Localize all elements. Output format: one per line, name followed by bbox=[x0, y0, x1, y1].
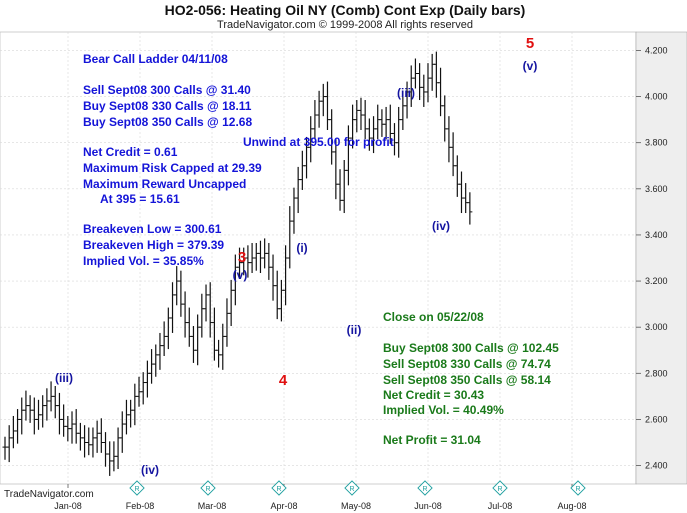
ann-right-0: Close on 05/22/08 bbox=[383, 310, 484, 324]
price-bars bbox=[2, 51, 473, 476]
ann-left-5: Maximum Risk Capped at 29.39 bbox=[83, 161, 262, 175]
y-tick-label: 2.400 bbox=[645, 461, 668, 471]
ann-right-5: Implied Vol. = 40.49% bbox=[383, 403, 504, 417]
plot-area bbox=[0, 31, 637, 485]
ann-left-9: Breakeven High = 379.39 bbox=[83, 238, 224, 252]
footer-brand: TradeNavigator.com bbox=[4, 489, 94, 500]
y-axis-panel bbox=[635, 31, 687, 485]
x-tick-label: Feb-08 bbox=[126, 501, 155, 511]
wave-label: 3 bbox=[238, 249, 246, 266]
y-tick-label: 3.600 bbox=[645, 184, 668, 194]
earnings-marker-icon[interactable]: R bbox=[129, 480, 145, 496]
y-axis-ticks: 2.400 2.600 2.800 3.000 3.200 3.400 3.600 3.800… bbox=[636, 45, 668, 471]
wave-label: (v) bbox=[523, 59, 538, 73]
x-tick-label: Jan-08 bbox=[54, 501, 82, 511]
svg-text:R: R bbox=[276, 486, 281, 493]
left-annotation-block: Bear Call Ladder 04/11/08 Sell Sept08 30… bbox=[83, 52, 262, 268]
y-tick-label: 2.600 bbox=[645, 414, 668, 424]
grid-lines bbox=[0, 32, 636, 484]
earnings-marker-icon[interactable]: R bbox=[271, 480, 287, 496]
x-tick-label: May-08 bbox=[341, 501, 371, 511]
ann-right-4: Net Credit = 30.43 bbox=[383, 388, 484, 402]
ann-right-1: Buy Sept08 300 Calls @ 102.45 bbox=[383, 341, 559, 355]
y-axis-background bbox=[635, 31, 687, 485]
svg-text:R: R bbox=[497, 486, 502, 493]
ann-left-8: Breakeven Low = 300.61 bbox=[83, 222, 222, 236]
wave-label: (iv) bbox=[432, 219, 450, 233]
wave-label: 4 bbox=[279, 372, 288, 389]
wave-label: 5 bbox=[526, 35, 534, 52]
wave-label: (iii) bbox=[397, 86, 415, 100]
ann-left-3: Buy Sept08 350 Calls @ 12.68 bbox=[83, 115, 252, 129]
ann-right-6: Net Profit = 31.04 bbox=[383, 433, 481, 447]
chart-title: HO2-056: Heating Oil NY (Comb) Cont Exp … bbox=[165, 2, 526, 18]
ann-right-2: Sell Sept08 330 Calls @ 74.74 bbox=[383, 357, 551, 371]
ann-left-2: Buy Sept08 330 Calls @ 18.11 bbox=[83, 99, 252, 113]
ann-left-0: Bear Call Ladder 04/11/08 bbox=[83, 52, 228, 66]
svg-text:R: R bbox=[575, 486, 580, 493]
chart-subtitle: TradeNavigator.com © 1999-2008 All right… bbox=[217, 19, 473, 31]
ann-left-1: Sell Sept08 300 Calls @ 31.40 bbox=[83, 83, 251, 97]
wave-label: (i) bbox=[296, 241, 307, 255]
y-tick-label: 3.000 bbox=[645, 322, 668, 332]
y-tick-label: 4.000 bbox=[645, 92, 668, 102]
y-tick-label: 3.400 bbox=[645, 230, 668, 240]
wave-labels: (iii) (iv) (v) 3 4 (i) (ii) (iii) (iv) (… bbox=[55, 35, 537, 477]
svg-text:R: R bbox=[134, 486, 139, 493]
x-tick-label: Jul-08 bbox=[488, 501, 513, 511]
y-tick-label: 3.200 bbox=[645, 276, 668, 286]
x-tick-label: Mar-08 bbox=[198, 501, 227, 511]
svg-text:R: R bbox=[349, 486, 354, 493]
wave-label: (ii) bbox=[347, 323, 362, 337]
x-tick-label: Jun-08 bbox=[414, 501, 442, 511]
wave-label: (iii) bbox=[55, 371, 73, 385]
earnings-marker-icon[interactable]: R bbox=[344, 480, 360, 496]
ann-left-4: Net Credit = 0.61 bbox=[83, 145, 178, 159]
wave-label: (v) bbox=[233, 268, 248, 282]
unwind-note: Unwind at 395.00 for profit bbox=[243, 135, 394, 149]
x-tick-label: Aug-08 bbox=[557, 501, 586, 511]
ann-left-6: Maximum Reward Uncapped bbox=[83, 177, 246, 191]
svg-text:R: R bbox=[422, 486, 427, 493]
ann-left-7: At 395 = 15.61 bbox=[100, 192, 180, 206]
earnings-marker-icon[interactable]: R bbox=[417, 480, 433, 496]
wave-label: (iv) bbox=[141, 463, 159, 477]
svg-text:R: R bbox=[205, 486, 210, 493]
y-tick-label: 4.200 bbox=[645, 45, 668, 55]
y-tick-label: 3.800 bbox=[645, 138, 668, 148]
x-tick-label: Apr-08 bbox=[270, 501, 297, 511]
earnings-marker-icon[interactable]: R bbox=[492, 480, 508, 496]
ann-right-3: Sell Sept08 350 Calls @ 58.14 bbox=[383, 373, 551, 387]
ann-left-10: Implied Vol. = 35.85% bbox=[83, 254, 204, 268]
y-tick-label: 2.800 bbox=[645, 368, 668, 378]
earnings-marker-icon[interactable]: R bbox=[200, 480, 216, 496]
earnings-marker-icon[interactable]: R bbox=[570, 480, 586, 496]
right-annotation-block: Close on 05/22/08 Buy Sept08 300 Calls @… bbox=[383, 310, 559, 447]
